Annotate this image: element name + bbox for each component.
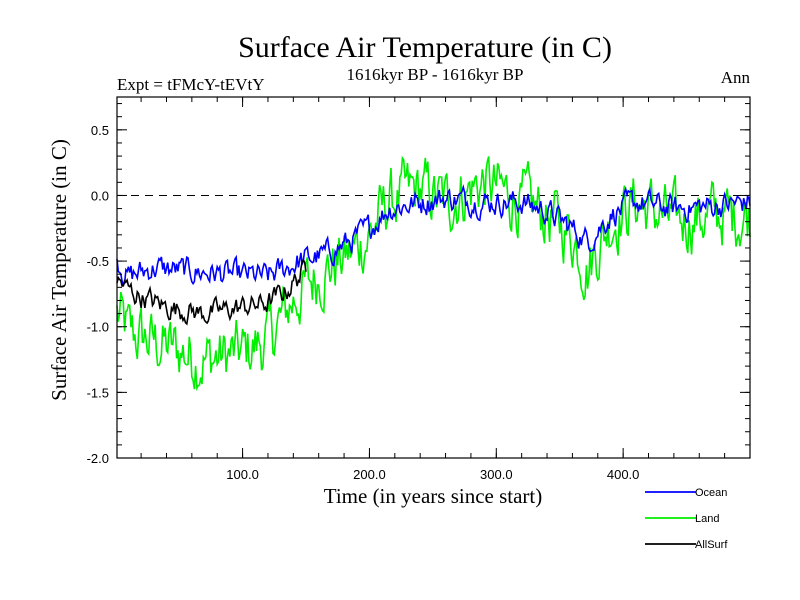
series-line-ocean (116, 184, 751, 287)
series-line-land (116, 155, 751, 391)
series-line-allsurf (116, 258, 307, 326)
chart-title: Surface Air Temperature (in C) (238, 31, 612, 64)
y-tick-label: -0.5 (87, 254, 109, 269)
plot-area (117, 97, 750, 458)
y-axis: -2.0 -1.5 -1.0 -0.5 0.0 0.5 (87, 103, 750, 466)
y-tick-label: -2.0 (87, 451, 109, 466)
x-tick-label: 300.0 (480, 467, 513, 482)
y-tick-label: -1.0 (87, 320, 109, 335)
experiment-label: Expt = tFMcY-tEVtY (117, 75, 264, 94)
series-layer (116, 155, 751, 391)
legend: Ocean Land AllSurf (645, 487, 728, 551)
plot-frame (116, 96, 751, 459)
x-tick-label: 400.0 (607, 467, 640, 482)
legend-label-ocean: Ocean (695, 487, 727, 499)
x-axis-title: Time (in years since start) (324, 484, 543, 508)
legend-label-allsurf: AllSurf (695, 539, 728, 551)
season-label: Ann (721, 68, 751, 87)
y-tick-label: -1.5 (87, 385, 109, 400)
legend-label-land: Land (695, 513, 719, 525)
x-tick-label: 200.0 (353, 467, 386, 482)
y-tick-label: 0.5 (91, 123, 109, 138)
period-label: 1616kyr BP - 1616kyr BP (347, 65, 524, 84)
y-tick-label: 0.0 (91, 188, 109, 203)
x-tick-label: 100.0 (226, 467, 259, 482)
y-axis-title: Surface Air Temperature (in C) (47, 139, 71, 401)
x-axis: 100.0 200.0 300.0 400.0 (140, 97, 726, 482)
